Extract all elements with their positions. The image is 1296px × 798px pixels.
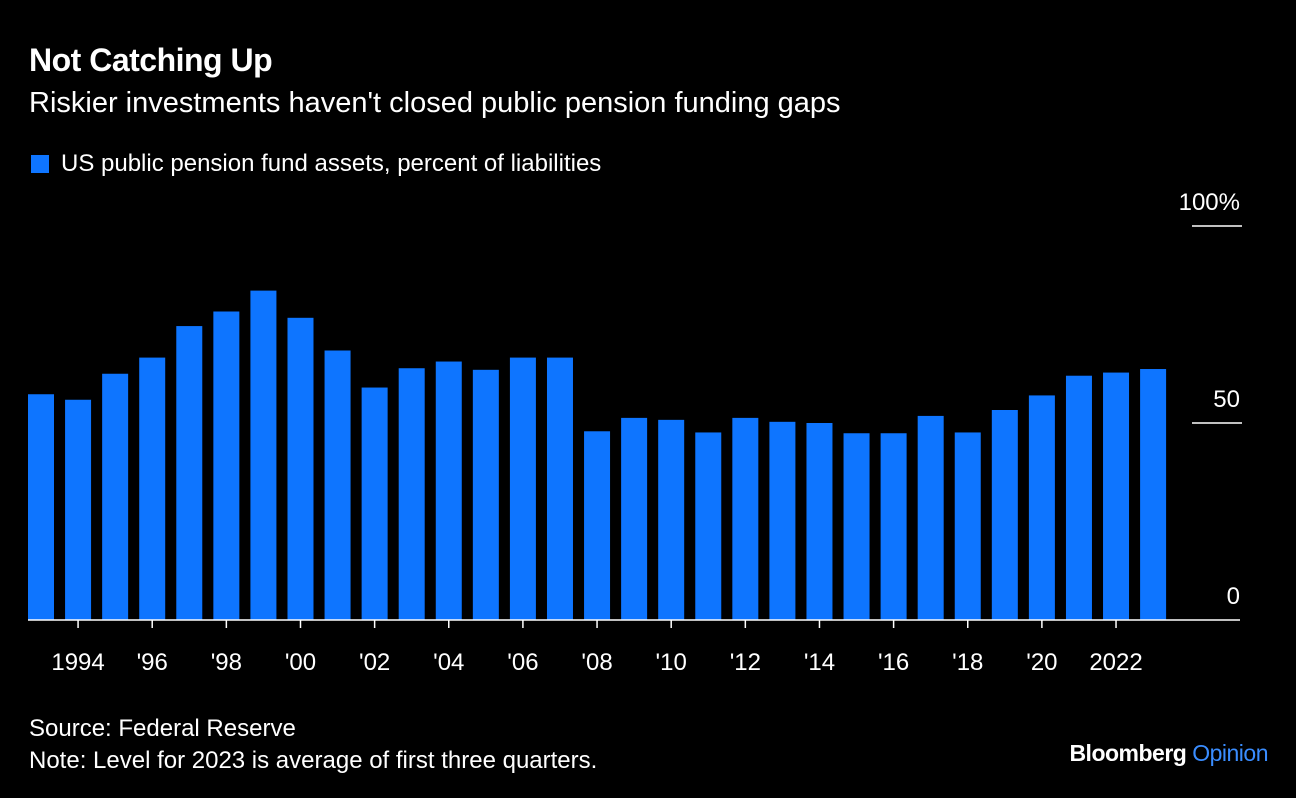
brand-logo: Bloomberg Opinion <box>1069 740 1268 767</box>
x-tick-label: '10 <box>656 649 687 676</box>
x-tick-label: '96 <box>137 649 168 676</box>
bar <box>954 432 981 620</box>
bar <box>1140 369 1167 620</box>
bar <box>546 357 573 620</box>
bar <box>398 368 425 620</box>
x-tick-label: 2022 <box>1089 649 1142 676</box>
bar <box>139 357 166 620</box>
bar <box>1103 372 1130 620</box>
bar <box>621 417 648 620</box>
bar <box>732 417 759 620</box>
bar <box>509 357 536 620</box>
chart-subtitle: Riskier investments haven't closed publi… <box>29 87 841 119</box>
bar <box>991 409 1018 620</box>
bar <box>658 419 685 620</box>
brand-name: Bloomberg <box>1069 740 1187 766</box>
x-tick-label: '02 <box>359 649 390 676</box>
bar <box>28 394 54 620</box>
footnote: Note: Level for 2023 is average of first… <box>29 747 598 774</box>
y-tick-label: 0 <box>1227 583 1240 610</box>
bar <box>769 421 796 620</box>
bar <box>213 311 240 620</box>
legend-label: US public pension fund assets, percent o… <box>61 150 602 177</box>
bar <box>324 350 351 620</box>
bar <box>1028 395 1055 620</box>
x-tick-label: '18 <box>952 649 983 676</box>
footer: Source: Federal Reserve Note: Level for … <box>29 713 597 777</box>
bar <box>472 369 499 620</box>
chart-title: Not Catching Up <box>29 42 273 78</box>
bar <box>102 373 129 620</box>
bar <box>806 423 833 620</box>
legend-swatch <box>31 155 49 173</box>
bar <box>65 399 92 620</box>
y-tick-label: 100% <box>1179 189 1240 216</box>
x-tick-label: '08 <box>581 649 612 676</box>
bar <box>1065 375 1092 620</box>
source-note: Source: Federal Reserve <box>29 715 296 742</box>
bar <box>843 433 870 620</box>
x-tick-label: 1994 <box>51 649 104 676</box>
bar <box>917 415 944 620</box>
x-tick-label: '98 <box>211 649 242 676</box>
bar <box>435 361 462 620</box>
x-tick-label: '00 <box>285 649 316 676</box>
x-tick-label: '14 <box>804 649 835 676</box>
legend: US public pension fund assets, percent o… <box>31 150 601 178</box>
x-tick-label: '06 <box>507 649 538 676</box>
bar <box>176 326 203 620</box>
x-tick-label: '16 <box>878 649 909 676</box>
bar <box>250 290 277 620</box>
x-tick-label: '20 <box>1026 649 1057 676</box>
bar <box>584 431 611 620</box>
bar <box>695 432 722 620</box>
brand-section: Opinion <box>1192 740 1268 766</box>
x-tick-label: '12 <box>730 649 761 676</box>
bar <box>361 387 388 620</box>
bar <box>287 317 314 620</box>
bar <box>880 433 907 620</box>
x-tick-label: '04 <box>433 649 464 676</box>
y-tick-label: 50 <box>1213 386 1240 413</box>
